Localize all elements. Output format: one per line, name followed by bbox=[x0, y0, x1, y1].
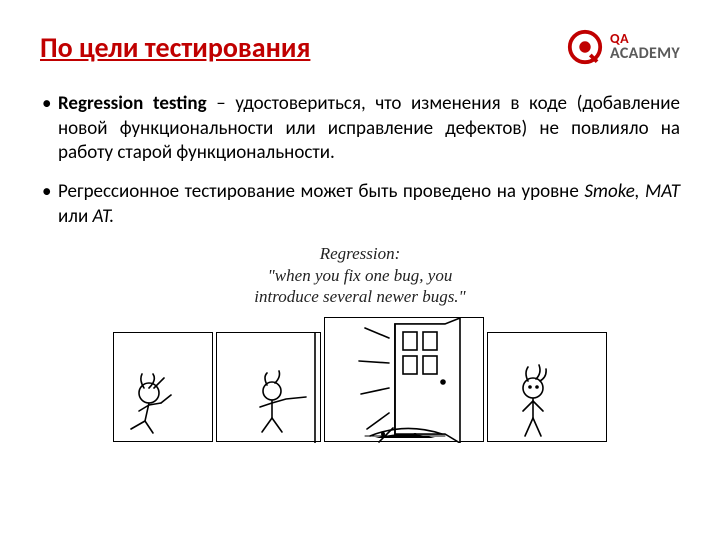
comic-caption-line3: introduce several newer bugs." bbox=[254, 287, 465, 306]
comic-panels bbox=[40, 317, 680, 442]
bullet-2-pre: Регрессионное тестирование может быть пр… bbox=[58, 180, 584, 203]
comic-panel-1 bbox=[113, 332, 213, 442]
bullet-2-italic2: AT. bbox=[93, 205, 115, 228]
comic-region: Regression: "when you fix one bug, you i… bbox=[40, 243, 680, 442]
comic-caption: Regression: "when you fix one bug, you i… bbox=[40, 243, 680, 307]
logo-ring-icon bbox=[566, 28, 604, 66]
slide-header: По цели тестирования QA ACADEMY bbox=[40, 28, 680, 66]
bullet-list: Regression testing – удостовериться, что… bbox=[40, 92, 680, 229]
comic-caption-line2: "when you fix one bug, you bbox=[268, 266, 453, 285]
slide-title: По цели тестирования bbox=[40, 30, 310, 65]
comic-panel-4 bbox=[487, 332, 607, 442]
panel2-figure-icon bbox=[217, 333, 322, 443]
bullet-1: Regression testing – удостовериться, что… bbox=[58, 92, 680, 166]
bullet-2-italic1: Smoke, MAT bbox=[584, 180, 680, 203]
panel4-figure-icon bbox=[488, 333, 608, 443]
panel1-figure-icon bbox=[114, 333, 214, 443]
bullet-2-mid: или bbox=[58, 205, 93, 228]
qa-academy-logo: QA ACADEMY bbox=[566, 28, 680, 66]
bullet-2: Регрессионное тестирование может быть пр… bbox=[58, 180, 680, 229]
bullet-1-term: Regression testing bbox=[58, 92, 207, 115]
comic-caption-line1: Regression: bbox=[320, 244, 401, 263]
logo-academy-text: ACADEMY bbox=[610, 46, 680, 62]
logo-text: QA ACADEMY bbox=[610, 32, 680, 62]
panel3-door-icon bbox=[325, 318, 485, 443]
comic-panel-2 bbox=[216, 332, 321, 442]
comic-panel-3 bbox=[324, 317, 484, 442]
